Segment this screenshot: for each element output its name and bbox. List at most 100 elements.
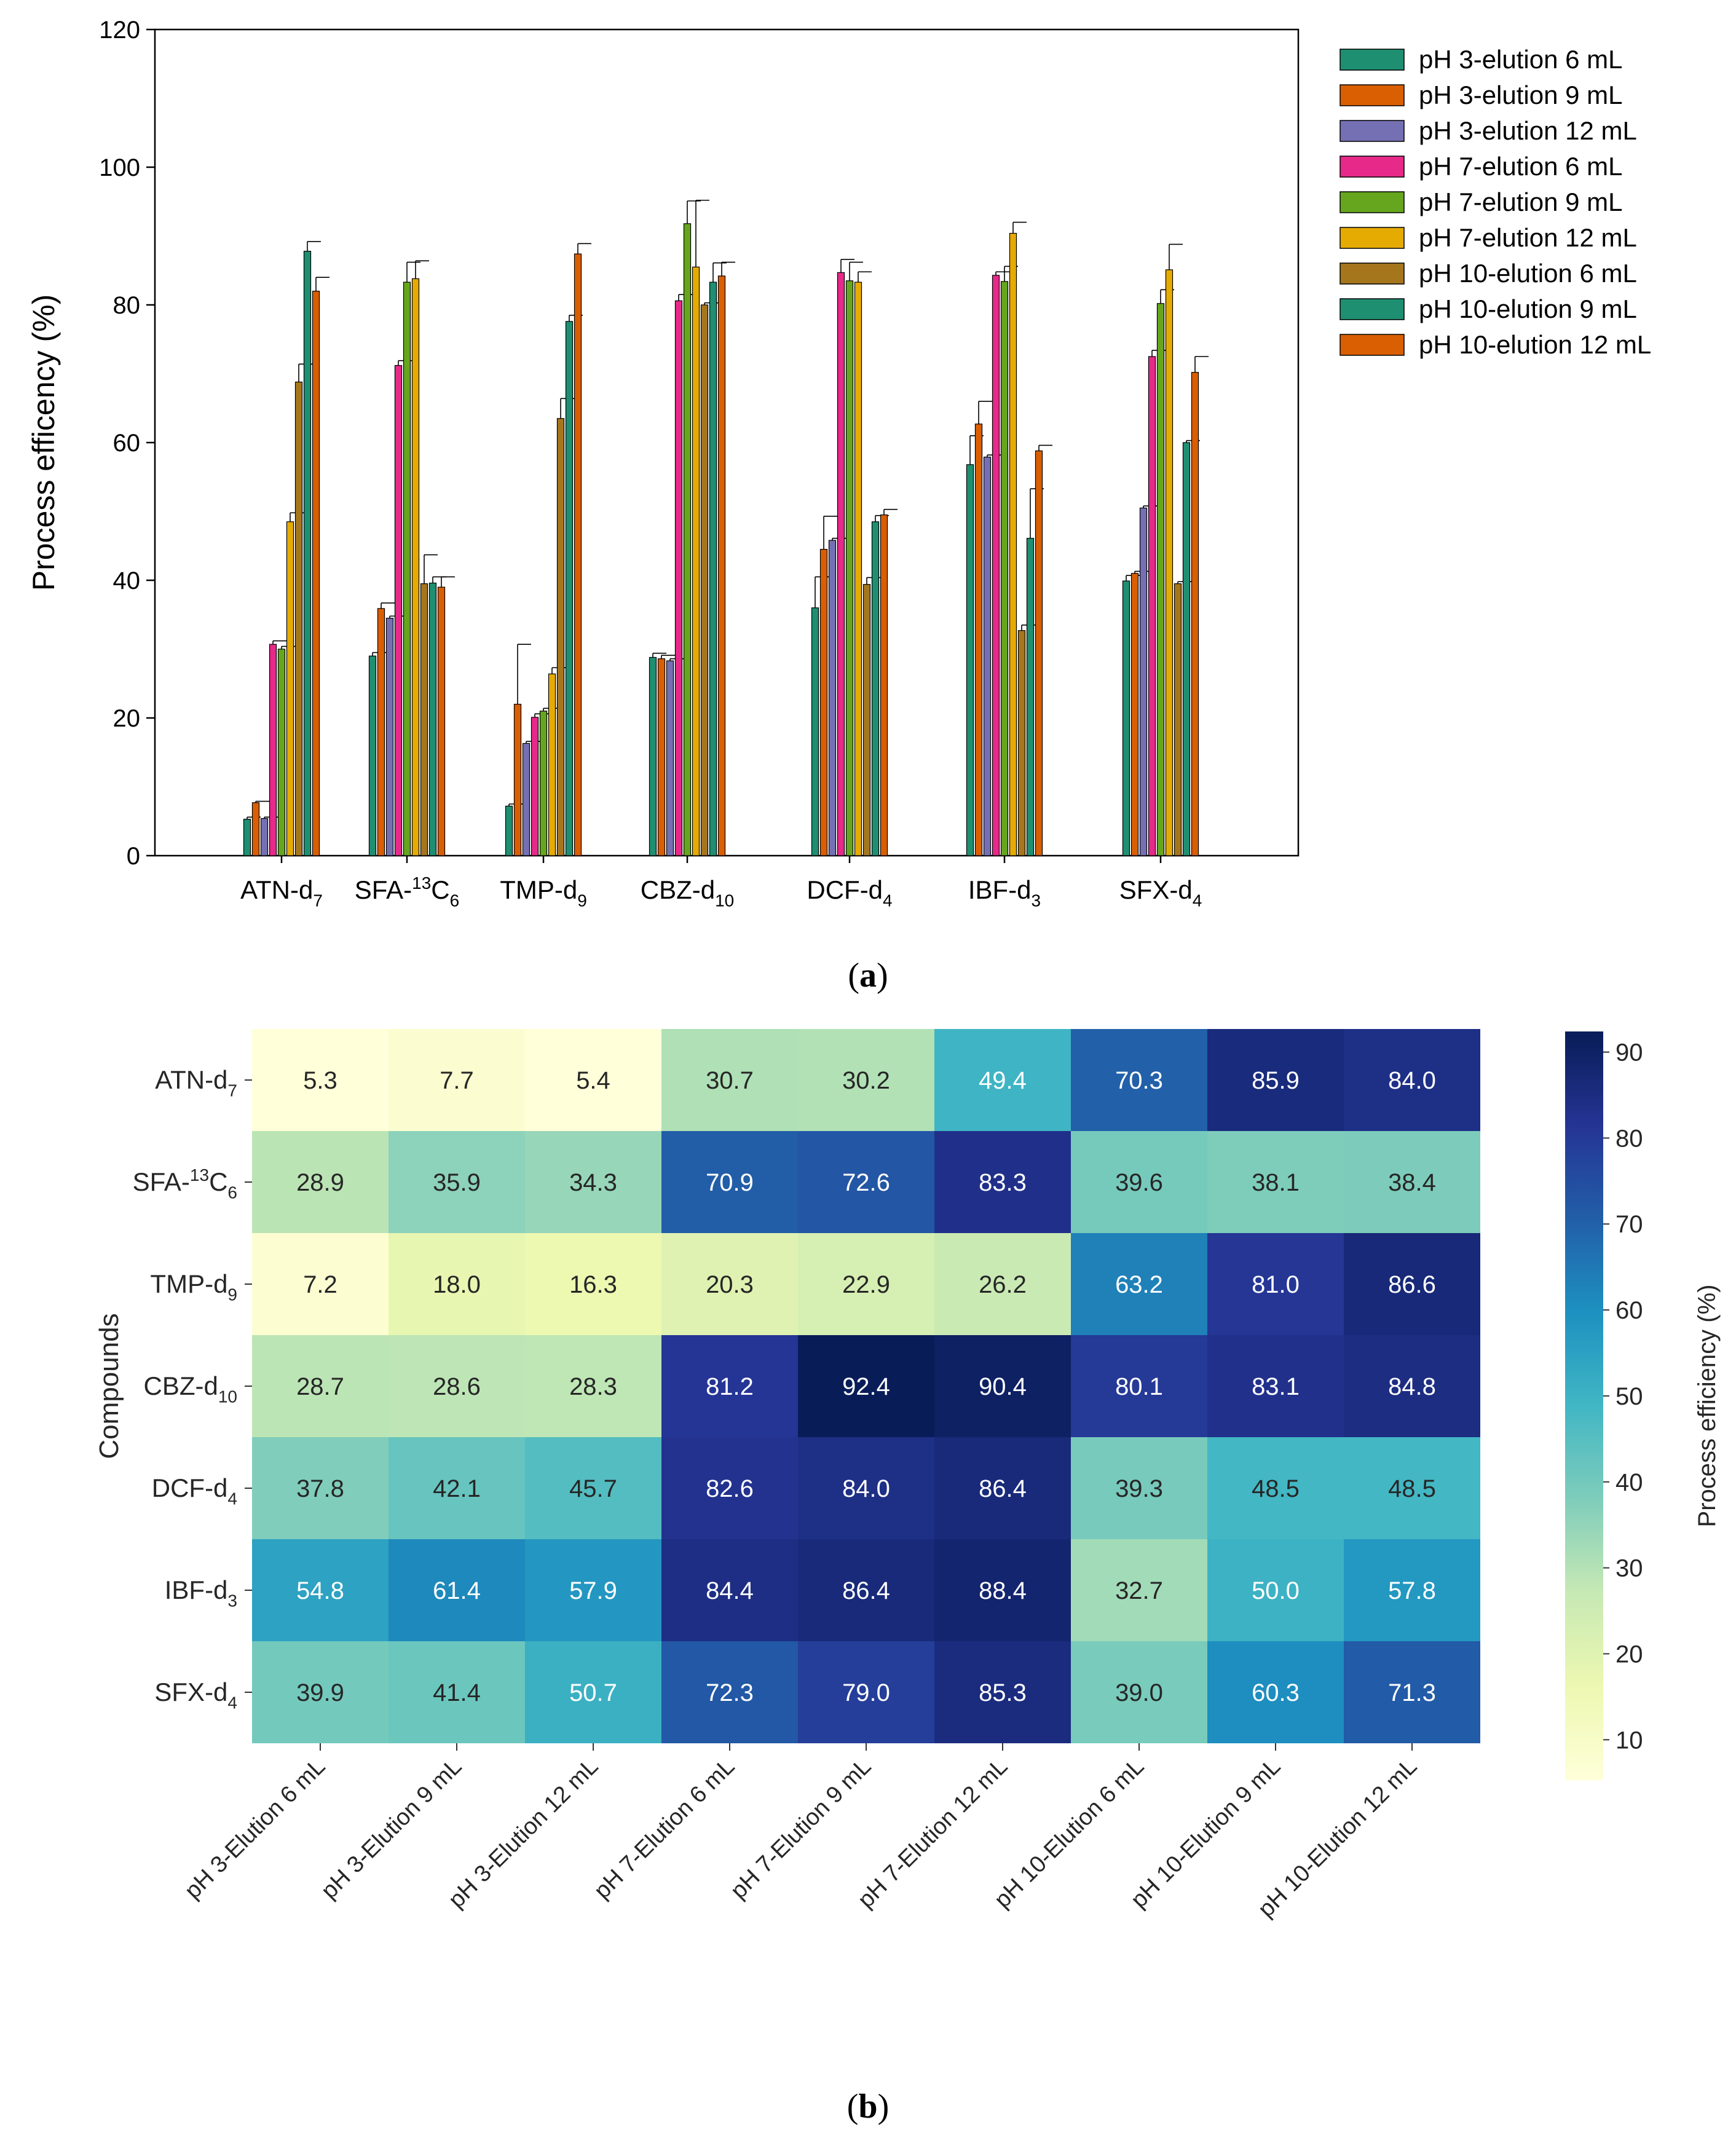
bar <box>377 608 385 856</box>
cell-value: 5.3 <box>303 1067 337 1094</box>
cell-value: 26.2 <box>979 1271 1027 1298</box>
heatmap-cell <box>798 1641 934 1743</box>
colorbar-tick-label: 60 <box>1616 1297 1643 1324</box>
heatmap-cell <box>1071 1335 1207 1437</box>
cell-value: 16.3 <box>569 1271 617 1298</box>
heatmap-cell <box>1207 1437 1344 1539</box>
label-part: 7 <box>227 1081 237 1100</box>
label-part: SFA- <box>133 1167 190 1196</box>
heatmap-cell <box>934 1131 1071 1233</box>
cell-value: 84.0 <box>842 1475 890 1502</box>
label-part: 4 <box>883 891 893 910</box>
cell-value: 63.2 <box>1115 1271 1163 1298</box>
bar <box>1026 538 1035 856</box>
cell-value: 70.9 <box>706 1169 754 1196</box>
legend-label: pH 7-elution 9 mL <box>1419 187 1623 216</box>
row-label: SFA-13C6 <box>133 1165 237 1202</box>
heatmap-cell <box>661 1233 798 1335</box>
bar <box>437 586 446 856</box>
col-label: pH 3-Elution 9 mL <box>317 1754 467 1904</box>
bar <box>1009 232 1017 856</box>
heatmap-panel-b: 5.3 7.7 5.4 30.7 30.2 49.4 70.3 85.9 84.0 28.9 35.… <box>94 1029 1721 1922</box>
legend-label: pH 3-elution 6 mL <box>1419 45 1623 74</box>
cell-value: 20.3 <box>706 1271 754 1298</box>
label-part: 3 <box>227 1591 237 1611</box>
x-tick-label: SFA-13C6 <box>355 873 459 910</box>
heatmap-cell <box>389 1437 525 1539</box>
bar <box>1165 269 1174 856</box>
cell-value: 57.9 <box>569 1577 617 1604</box>
label-part: ATN-d <box>155 1065 227 1094</box>
bar <box>692 266 700 856</box>
heatmap-cell <box>525 1335 661 1437</box>
heatmap-cell <box>934 1641 1071 1743</box>
label-part: C <box>431 875 449 904</box>
heatmap-cell <box>389 1641 525 1743</box>
heatmap-cell <box>1344 1641 1480 1743</box>
cell-value: 34.3 <box>569 1169 617 1196</box>
legend-label: pH 7-elution 6 mL <box>1419 152 1623 181</box>
col-label: pH 10-Elution 9 mL <box>1126 1754 1286 1914</box>
legend-swatch <box>1339 49 1405 71</box>
colorbar-tick-label: 70 <box>1616 1211 1643 1238</box>
cell-value: 49.4 <box>979 1067 1027 1094</box>
cell-value: 28.9 <box>296 1169 344 1196</box>
cell-value: 86.6 <box>1388 1271 1436 1298</box>
heatmap-cell <box>934 1029 1071 1131</box>
bar <box>539 711 548 856</box>
bar <box>522 743 531 856</box>
cell-value: 84.8 <box>1388 1373 1436 1400</box>
legend-swatch <box>1339 120 1405 142</box>
y-axis-label: Compounds <box>94 1313 124 1459</box>
heatmap-cell <box>525 1641 661 1743</box>
cell-value: 7.7 <box>440 1067 474 1094</box>
cell-value: 41.4 <box>433 1679 481 1706</box>
heatmap-cell <box>252 1641 389 1743</box>
row-label: SFX-d4 <box>154 1678 237 1713</box>
cell-value: 5.4 <box>576 1067 610 1094</box>
cell-value: 79.0 <box>842 1679 890 1706</box>
cell-value: 70.3 <box>1115 1067 1163 1094</box>
heatmap-cell <box>389 1335 525 1437</box>
heatmap-cell <box>934 1233 1071 1335</box>
label-part: CBZ-d <box>143 1371 218 1400</box>
cell-value: 48.5 <box>1252 1475 1300 1502</box>
cell-value: 83.3 <box>979 1169 1027 1196</box>
heatmap-cell <box>1344 1131 1480 1233</box>
label-part: SFA- <box>355 875 412 904</box>
col-label: pH 3-Elution 12 mL <box>444 1754 604 1914</box>
label-part: 10 <box>218 1387 237 1406</box>
heatmap-cell <box>1207 1335 1344 1437</box>
cell-value: 7.2 <box>303 1271 337 1298</box>
bar <box>657 658 666 856</box>
bar <box>548 673 556 856</box>
legend-swatch <box>1339 227 1405 249</box>
bar <box>649 656 657 856</box>
cell-value: 86.4 <box>842 1577 890 1604</box>
legend-swatch <box>1339 156 1405 178</box>
label-part: 4 <box>227 1693 237 1713</box>
x-tick-label: CBZ-d10 <box>641 875 735 910</box>
row-label: DCF-d4 <box>152 1473 237 1508</box>
bar <box>674 300 683 856</box>
cell-value: 61.4 <box>433 1577 481 1604</box>
bar <box>565 321 574 856</box>
heatmap-cell <box>1207 1641 1344 1743</box>
heatmap-cell <box>798 1029 934 1131</box>
heatmap-cell <box>1344 1437 1480 1539</box>
bar <box>394 365 403 856</box>
label-part: 6 <box>450 891 460 910</box>
bar <box>992 275 1000 856</box>
panel-b-label: (b) <box>847 2088 889 2126</box>
cell-value: 85.9 <box>1252 1067 1300 1094</box>
x-tick-label: ATN-d7 <box>240 875 323 910</box>
cell-value: 39.9 <box>296 1679 344 1706</box>
heatmap-cell <box>525 1437 661 1539</box>
legend-label: pH 3-elution 9 mL <box>1419 81 1623 109</box>
heatmap-cell <box>252 1233 389 1335</box>
cell-value: 38.1 <box>1252 1169 1300 1196</box>
cell-value: 83.1 <box>1252 1373 1300 1400</box>
bar <box>828 540 837 856</box>
row-label: ATN-d7 <box>155 1065 237 1100</box>
colorbar-tick-label: 20 <box>1616 1641 1643 1668</box>
